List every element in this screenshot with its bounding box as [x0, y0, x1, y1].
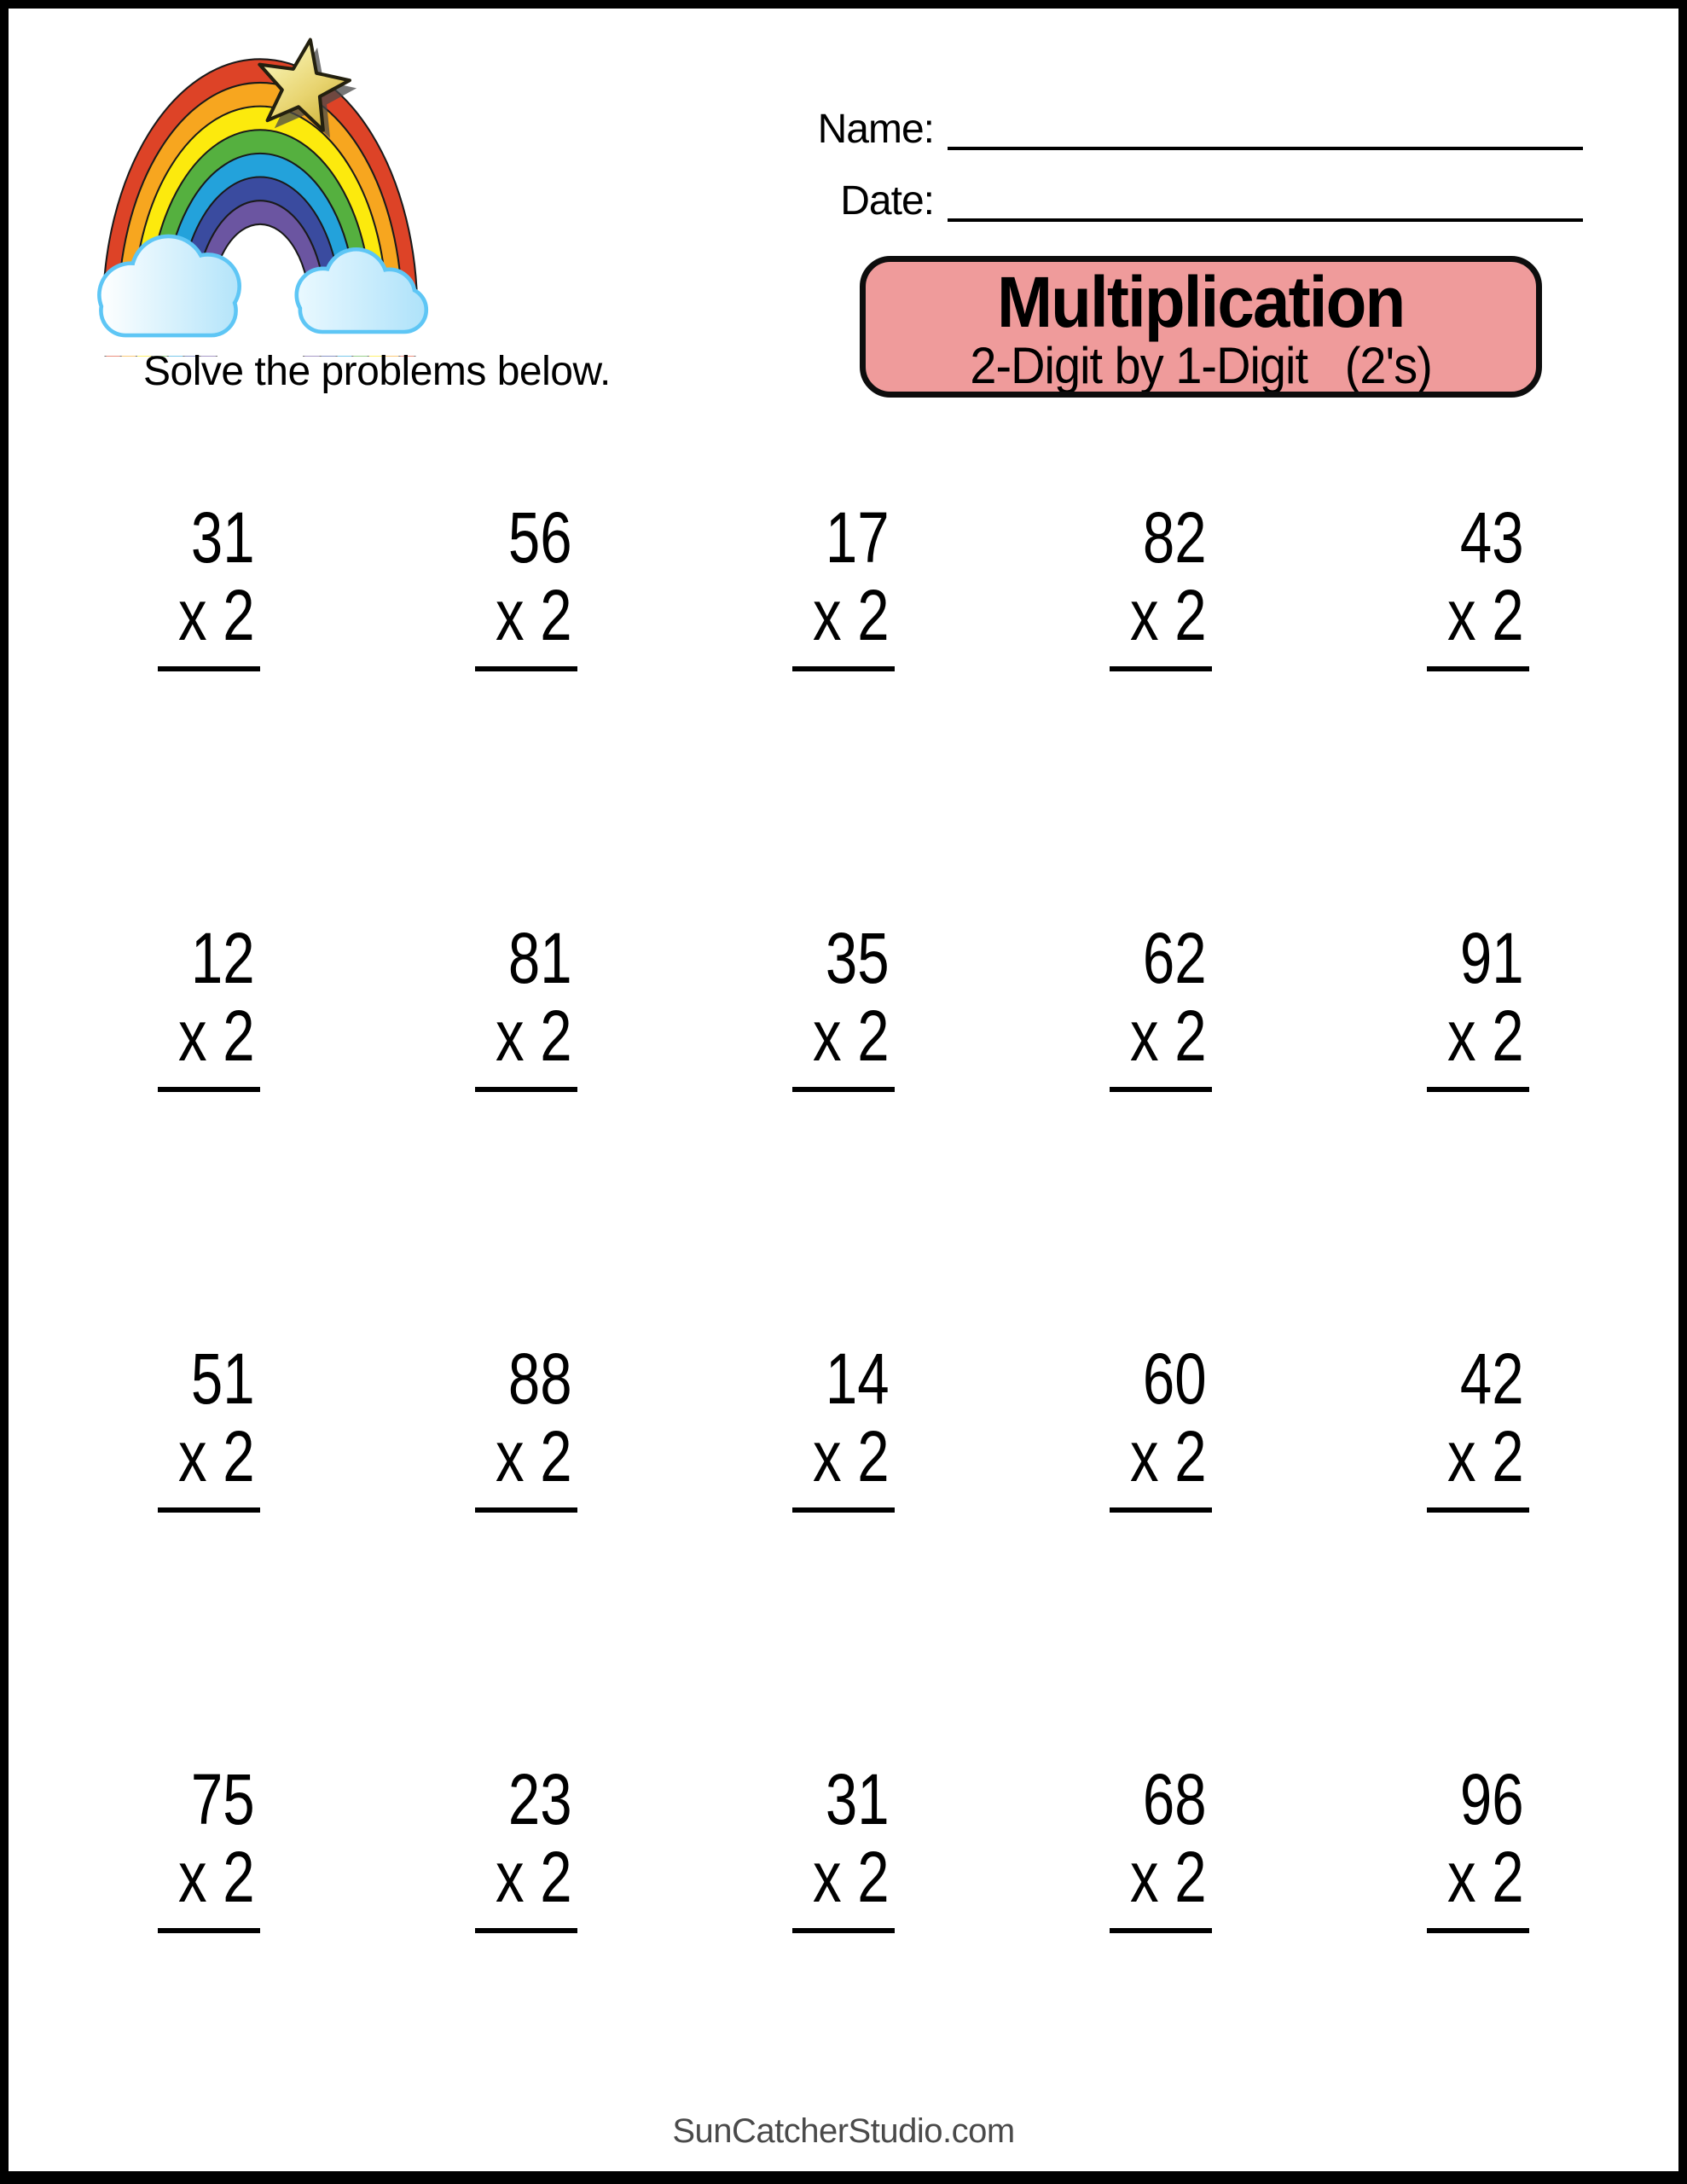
multiplicand: 23	[507, 1759, 572, 1839]
problem-17: 23 x 2	[475, 1759, 577, 2171]
multiplier-row: x 2	[812, 1837, 890, 1917]
name-label: Name:	[817, 107, 935, 152]
name-field-row: Name:	[751, 109, 1583, 150]
multiplicand: 96	[1459, 1759, 1524, 1839]
date-label: Date:	[840, 178, 935, 224]
multiplicand: 68	[1142, 1759, 1207, 1839]
problem-7: 81 x 2	[475, 922, 577, 1343]
star-icon	[258, 38, 357, 138]
problem-15: 42 x 2	[1427, 1343, 1529, 1763]
answer-line	[158, 1087, 260, 1093]
multiplier-row: x 2	[495, 1416, 572, 1496]
multiplicand: 75	[190, 1759, 255, 1839]
answer-line	[792, 1507, 895, 1513]
problem-16: 75 x 2	[158, 1759, 260, 2171]
problem-2: 56 x 2	[475, 502, 577, 922]
answer-line	[475, 666, 577, 672]
problem-5: 43 x 2	[1427, 502, 1529, 922]
multiplicand: 91	[1459, 918, 1524, 998]
multiplier-row: x 2	[812, 996, 890, 1076]
answer-line	[1427, 1087, 1529, 1093]
answer-line	[792, 1087, 895, 1093]
answer-line	[475, 1928, 577, 1934]
multiplier-row: x 2	[1129, 996, 1207, 1076]
multiplier-row: x 2	[177, 996, 255, 1076]
left-cloud-icon	[97, 234, 241, 338]
problem-4: 82 x 2	[1110, 502, 1212, 922]
answer-line	[1427, 1507, 1529, 1513]
answer-line	[792, 1928, 895, 1934]
problem-3: 17 x 2	[792, 502, 895, 922]
multiplicand: 88	[507, 1339, 572, 1419]
worksheet-title-box: Multiplication 2-Digit by 1-Digit (2's)	[860, 256, 1542, 398]
problem-19: 68 x 2	[1110, 1759, 1212, 2171]
multiplicand: 17	[825, 497, 890, 578]
answer-line	[158, 666, 260, 672]
problem-12: 88 x 2	[475, 1343, 577, 1763]
rainbow-clouds-star-illustration	[77, 38, 443, 357]
multiplier-row: x 2	[495, 996, 572, 1076]
multiplier-row: x 2	[495, 1837, 572, 1917]
answer-line	[1110, 666, 1212, 672]
multiplicand: 56	[507, 497, 572, 578]
multiplicand: 31	[190, 497, 255, 578]
problem-11: 51 x 2	[158, 1343, 260, 1763]
name-input-line[interactable]	[948, 109, 1583, 150]
problem-1: 31 x 2	[158, 502, 260, 922]
multiplier-row: x 2	[1129, 575, 1207, 655]
multiplier-row: x 2	[177, 1416, 255, 1496]
answer-line	[1427, 1928, 1529, 1934]
multiplier-row: x 2	[177, 1837, 255, 1917]
date-field-row: Date:	[751, 181, 1583, 222]
multiplier-row: x 2	[495, 575, 572, 655]
multiplicand: 31	[825, 1759, 890, 1839]
multiplicand: 51	[190, 1339, 255, 1419]
multiplier-row: x 2	[1446, 1837, 1524, 1917]
worksheet-subtitle: 2-Digit by 1-Digit (2's)	[970, 337, 1432, 395]
answer-line	[158, 1507, 260, 1513]
multiplicand: 62	[1142, 918, 1207, 998]
answer-line	[1427, 666, 1529, 672]
multiplier-row: x 2	[177, 575, 255, 655]
instruction-text: Solve the problems below.	[143, 349, 611, 394]
problem-20: 96 x 2	[1427, 1759, 1529, 2171]
problem-6: 12 x 2	[158, 922, 260, 1343]
date-input-line[interactable]	[948, 181, 1583, 222]
multiplicand: 82	[1142, 497, 1207, 578]
answer-line	[1110, 1087, 1212, 1093]
header-fields: Name: Date:	[751, 109, 1583, 253]
multiplicand: 35	[825, 918, 890, 998]
multiplier-row: x 2	[812, 1416, 890, 1496]
footer-credit: SunCatcherStudio.com	[672, 2112, 1015, 2150]
multiplicand: 60	[1142, 1339, 1207, 1419]
problem-18: 31 x 2	[792, 1759, 895, 2171]
problem-9: 62 x 2	[1110, 922, 1212, 1343]
multiplicand: 43	[1459, 497, 1524, 578]
multiplier-row: x 2	[812, 575, 890, 655]
multiplicand: 12	[190, 918, 255, 998]
answer-line	[475, 1087, 577, 1093]
problem-13: 14 x 2	[792, 1343, 895, 1763]
multiplicand: 42	[1459, 1339, 1524, 1419]
problem-8: 35 x 2	[792, 922, 895, 1343]
problems-grid: 31 x 2 56 x 2 17 x 2 82 x 2 43 x 2 12 x …	[145, 502, 1542, 2171]
answer-line	[1110, 1507, 1212, 1513]
answer-line	[158, 1928, 260, 1934]
worksheet-title: Multiplication	[997, 262, 1406, 342]
multiplicand: 81	[507, 918, 572, 998]
right-cloud-icon	[294, 247, 429, 334]
multiplier-row: x 2	[1446, 1416, 1524, 1496]
answer-line	[475, 1507, 577, 1513]
multiplier-row: x 2	[1129, 1837, 1207, 1917]
multiplicand: 14	[825, 1339, 890, 1419]
answer-line	[792, 666, 895, 672]
problem-10: 91 x 2	[1427, 922, 1529, 1343]
multiplier-row: x 2	[1446, 996, 1524, 1076]
multiplier-row: x 2	[1129, 1416, 1207, 1496]
multiplier-row: x 2	[1446, 575, 1524, 655]
problem-14: 60 x 2	[1110, 1343, 1212, 1763]
answer-line	[1110, 1928, 1212, 1934]
